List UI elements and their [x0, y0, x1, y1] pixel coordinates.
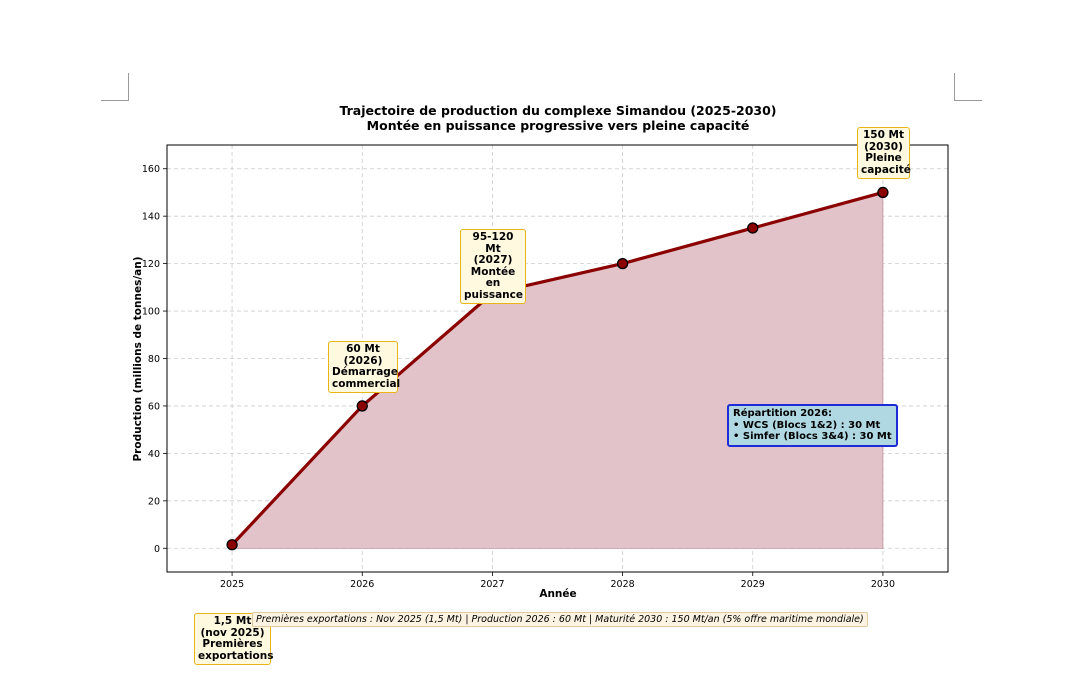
y-tick-label: 100	[142, 307, 160, 318]
x-axis-label: Année	[539, 588, 576, 600]
crop-mark-top-left	[101, 73, 129, 101]
repartition-line: • WCS (Blocs 1&2) : 30 Mt	[733, 419, 881, 431]
data-point	[747, 222, 759, 234]
annotation-2030: 150 Mt (2030) Pleine capacité	[857, 127, 911, 179]
repartition-box: Répartition 2026: • WCS (Blocs 1&2) : 30…	[727, 404, 898, 447]
chart-subtitle: Montée en puissance progressive vers ple…	[367, 118, 750, 133]
x-tick-label: 2027	[480, 579, 504, 590]
annotation-2025-line: Premières	[202, 638, 263, 650]
y-tick-label: 80	[148, 354, 160, 365]
repartition-line: • Simfer (Blocs 3&4) : 30 Mt	[733, 431, 892, 442]
x-tick-label: 2029	[741, 579, 765, 590]
data-point	[226, 539, 238, 551]
annotation-2027-line: (2027)	[473, 254, 513, 266]
data-point	[877, 186, 889, 199]
annotation-2026-line: commercial	[332, 377, 401, 390]
marker-layer	[226, 186, 889, 551]
y-axis-label: Production (millions de tonnes/an)	[132, 256, 144, 461]
annotation-2026-line: (2026)	[343, 354, 383, 367]
y-tick-label: 60	[148, 401, 160, 412]
crop-mark-top-right	[954, 73, 982, 101]
line-layer	[230, 190, 884, 546]
production-line	[230, 190, 884, 546]
data-point	[616, 257, 629, 270]
annotation-2030-line: (2030)	[864, 140, 903, 153]
x-tick-label: 2030	[871, 579, 895, 590]
y-tick-label: 140	[142, 212, 160, 223]
annotation-2026: 60 Mt (2026) Démarrage commercial	[328, 341, 401, 393]
annotation-2026-line: Démarrage	[332, 366, 398, 378]
annotation-2030-line: capacité	[861, 163, 911, 176]
annotation-2030-line: 150 Mt	[862, 129, 905, 141]
data-point	[356, 400, 368, 412]
annotation-2025-line: 1,5 Mt	[213, 615, 252, 627]
annotation-2027-line: Montée en	[470, 265, 516, 289]
annotation-2025-line: (nov 2025)	[200, 626, 265, 639]
annotation-2027-line: puissance	[464, 288, 523, 301]
x-tick-label: 2028	[610, 579, 634, 590]
repartition-title: Répartition 2026:	[733, 408, 833, 419]
annotation-2027: 95-120 Mt (2027) Montée en puissance	[460, 229, 526, 304]
annotation-2025: 1,5 Mt (nov 2025) Premières exportations	[194, 613, 274, 665]
annotation-2030-line: Pleine	[865, 152, 902, 164]
annotation-2026-line: 60 Mt	[346, 343, 380, 355]
y-tick-label: 120	[142, 259, 160, 270]
y-axis-ticks: 0 20 40 60 80 100 120 140 160	[142, 164, 167, 555]
x-tick-label: 2025	[220, 579, 244, 590]
y-tick-label: 160	[142, 164, 160, 175]
annotation-2025-line: exportations	[198, 649, 274, 662]
x-tick-label: 2026	[350, 579, 374, 590]
y-tick-label: 40	[148, 449, 160, 460]
y-tick-label: 0	[154, 544, 160, 555]
x-axis-ticks: 2025 2026 2027 2028 2029 2030	[220, 572, 895, 590]
chart-title: Trajectoire de production du complexe Si…	[339, 103, 776, 118]
y-tick-label: 20	[148, 496, 160, 507]
annotation-2027-line: 95-120 Mt	[472, 231, 514, 255]
footnote: Premières exportations : Nov 2025 (1,5 M…	[252, 612, 868, 627]
